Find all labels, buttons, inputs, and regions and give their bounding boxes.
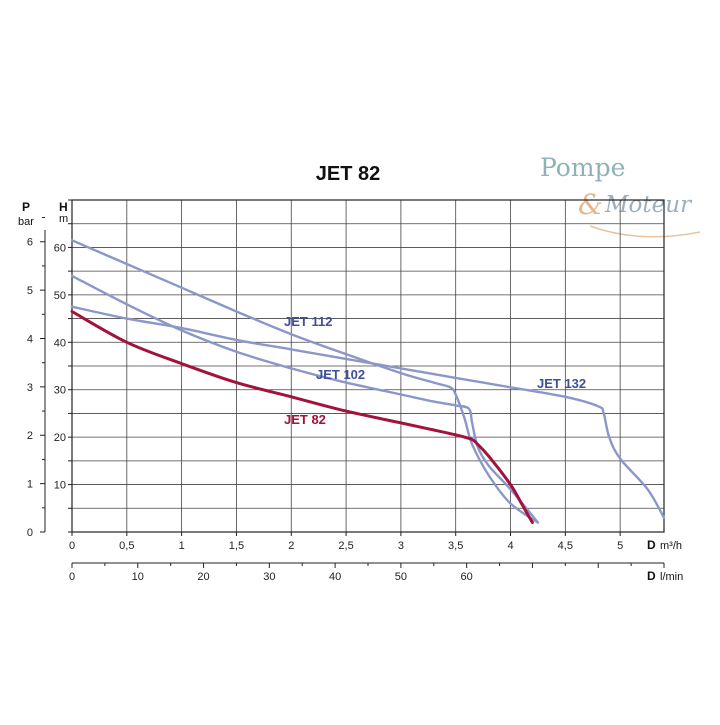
p-tick-label: 3	[27, 382, 33, 394]
p-tick-label: 6	[27, 237, 33, 249]
series-label-jet-112: JET 112	[284, 314, 332, 329]
x-tick-label: 3,5	[448, 540, 463, 552]
p-axis-letter: P	[22, 200, 30, 214]
x2-tick-label: 60	[461, 571, 473, 583]
p-tick-label: 5	[27, 285, 33, 297]
x2-tick-label: 10	[132, 571, 144, 583]
series-label-jet-102: JET 102	[316, 367, 365, 382]
h-tick-label: 10	[54, 480, 66, 492]
x2-tick-label: 30	[263, 571, 275, 583]
grid	[72, 199, 664, 532]
x2-axis-unit: l/min	[660, 571, 683, 583]
x-tick-label: 3	[398, 540, 404, 552]
x2-tick-label: 40	[329, 571, 341, 583]
series-line-jet-82	[70, 310, 534, 524]
series-label-jet-82: JET 82	[284, 412, 326, 427]
h-tick-label: 20	[54, 432, 66, 444]
x-tick-label: 2,5	[338, 540, 353, 552]
x-tick-label: 1	[179, 540, 185, 552]
p-axis-unit: bar	[18, 216, 34, 228]
h-tick-label: 40	[54, 337, 66, 349]
series-line-jet-112	[70, 239, 540, 524]
x-tick-label: 0	[69, 540, 75, 552]
x-tick-label: 4,5	[558, 540, 573, 552]
x-tick-label: 4	[507, 540, 513, 552]
series-line-jet-102	[70, 274, 540, 524]
chart-title: JET 82	[316, 163, 380, 185]
p-tick-label: 1	[27, 479, 33, 491]
brand-logo: Pompe & Moteur	[540, 153, 701, 238]
logo-line-1: Pompe	[540, 153, 625, 182]
x-axis-letter: D	[647, 538, 656, 552]
h-axis-unit: m	[59, 213, 68, 225]
x2-tick-label: 20	[197, 571, 209, 583]
h-tick-label: 30	[54, 385, 66, 397]
h-axis-letter: H	[59, 200, 68, 214]
h-tick-label: 50	[54, 290, 66, 302]
x-tick-label: 1,5	[229, 540, 244, 552]
series-label-jet-132: JET 132	[537, 376, 586, 391]
p-tick-label: 4	[27, 333, 33, 345]
x2-axis-letter: D	[647, 569, 656, 583]
x-tick-label: 5	[617, 540, 623, 552]
p-tick-label: 0	[27, 527, 33, 539]
x2-tick-label: 0	[69, 571, 75, 583]
x-tick-label: 2	[288, 540, 294, 552]
logo-ampersand: &	[578, 188, 603, 221]
p-tick-label: 2	[27, 430, 33, 442]
x2-tick-label: 50	[395, 571, 407, 583]
series-lines	[70, 239, 666, 524]
h-tick-label: 60	[54, 242, 66, 254]
series-line-jet-132	[70, 305, 666, 519]
axes	[40, 199, 665, 568]
x-axis-unit: m³/h	[660, 540, 682, 552]
logo-line-2: Moteur	[604, 192, 693, 218]
x-tick-label: 0,5	[119, 540, 134, 552]
logo-swash	[589, 225, 701, 238]
